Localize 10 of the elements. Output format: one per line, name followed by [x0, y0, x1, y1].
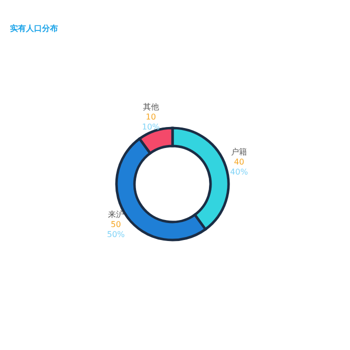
data-label: 50 — [110, 220, 121, 230]
text: 40% — [230, 167, 248, 176]
slice-label: 户籍 — [231, 147, 248, 156]
data-label: 40 — [234, 157, 244, 166]
data-label: 10 — [146, 112, 156, 122]
text: 50% — [106, 230, 126, 240]
slice-label: 来沪 — [108, 210, 124, 220]
slice-label: 其他 — [142, 102, 159, 112]
text: 实有人口分布 — [10, 23, 58, 33]
text: 10% — [142, 122, 160, 132]
